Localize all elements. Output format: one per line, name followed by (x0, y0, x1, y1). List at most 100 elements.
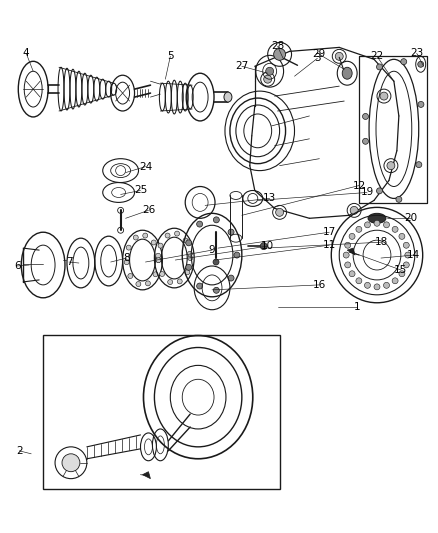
Text: 20: 20 (404, 213, 417, 223)
Text: 29: 29 (313, 50, 326, 59)
Circle shape (345, 243, 351, 248)
Ellipse shape (274, 49, 286, 60)
Circle shape (399, 271, 405, 277)
Circle shape (377, 64, 382, 70)
Circle shape (183, 238, 188, 243)
Circle shape (363, 114, 368, 119)
Text: 3: 3 (314, 53, 321, 63)
Text: 7: 7 (66, 257, 72, 267)
Circle shape (128, 273, 133, 279)
Text: 27: 27 (235, 61, 248, 71)
Circle shape (228, 275, 234, 281)
Circle shape (186, 240, 192, 246)
Circle shape (364, 222, 371, 228)
Circle shape (403, 243, 409, 248)
Text: 12: 12 (353, 181, 366, 190)
Circle shape (260, 243, 267, 249)
Circle shape (133, 235, 138, 240)
Circle shape (405, 252, 411, 258)
Circle shape (403, 262, 409, 268)
Text: 1: 1 (354, 302, 360, 312)
Text: 10: 10 (261, 241, 274, 251)
Text: 22: 22 (371, 51, 384, 61)
Bar (359, 56, 427, 204)
Circle shape (156, 257, 161, 263)
Circle shape (356, 227, 362, 232)
Text: 15: 15 (394, 265, 407, 275)
Circle shape (384, 282, 389, 288)
Text: 13: 13 (263, 193, 276, 204)
Circle shape (143, 233, 148, 238)
Text: 19: 19 (360, 188, 374, 197)
Circle shape (335, 52, 343, 60)
Circle shape (418, 101, 424, 107)
Circle shape (356, 278, 362, 284)
Text: 5: 5 (167, 51, 173, 61)
Text: 18: 18 (374, 237, 388, 247)
Circle shape (349, 233, 355, 239)
Circle shape (392, 278, 398, 284)
Circle shape (399, 233, 405, 239)
Circle shape (124, 260, 129, 265)
Polygon shape (347, 248, 355, 255)
Circle shape (363, 139, 368, 144)
Text: 17: 17 (323, 227, 336, 237)
Circle shape (213, 217, 219, 223)
Text: 9: 9 (209, 245, 215, 255)
Text: 28: 28 (271, 42, 284, 51)
Text: 16: 16 (313, 280, 326, 290)
Circle shape (401, 59, 407, 64)
Circle shape (213, 259, 219, 265)
Circle shape (156, 258, 161, 263)
Circle shape (185, 270, 190, 275)
Text: 26: 26 (142, 205, 155, 215)
Circle shape (396, 196, 402, 203)
Circle shape (377, 188, 382, 194)
Circle shape (350, 206, 358, 214)
Text: 14: 14 (407, 250, 420, 260)
Circle shape (349, 271, 355, 277)
Circle shape (159, 271, 165, 277)
Circle shape (364, 282, 371, 288)
Circle shape (151, 240, 156, 245)
Circle shape (213, 287, 219, 293)
Ellipse shape (224, 92, 232, 102)
Circle shape (392, 227, 398, 232)
Circle shape (186, 264, 192, 270)
Circle shape (343, 252, 349, 258)
Circle shape (188, 255, 193, 261)
Circle shape (264, 75, 272, 83)
Circle shape (387, 161, 395, 169)
Circle shape (345, 262, 351, 268)
Ellipse shape (342, 67, 352, 79)
Circle shape (175, 231, 180, 236)
Circle shape (418, 61, 424, 67)
Ellipse shape (368, 213, 386, 223)
Text: 11: 11 (323, 240, 336, 250)
Circle shape (177, 279, 182, 284)
Ellipse shape (62, 454, 80, 472)
Bar (43, 335, 279, 489)
Circle shape (380, 92, 388, 100)
Circle shape (416, 161, 422, 168)
Polygon shape (142, 472, 150, 479)
Text: 24: 24 (139, 161, 152, 172)
Circle shape (197, 283, 203, 289)
Circle shape (374, 284, 380, 290)
Text: 2: 2 (16, 446, 23, 456)
Circle shape (158, 243, 163, 248)
Circle shape (374, 220, 380, 226)
Circle shape (145, 281, 150, 286)
Circle shape (384, 222, 389, 228)
Text: 23: 23 (410, 49, 424, 58)
Circle shape (234, 252, 240, 258)
Circle shape (276, 208, 283, 216)
Circle shape (136, 281, 141, 287)
Circle shape (187, 251, 192, 256)
Circle shape (155, 253, 161, 258)
Circle shape (153, 272, 158, 277)
Text: 25: 25 (134, 185, 147, 196)
Text: 4: 4 (23, 49, 29, 58)
Text: 6: 6 (14, 261, 21, 271)
Circle shape (165, 233, 170, 238)
